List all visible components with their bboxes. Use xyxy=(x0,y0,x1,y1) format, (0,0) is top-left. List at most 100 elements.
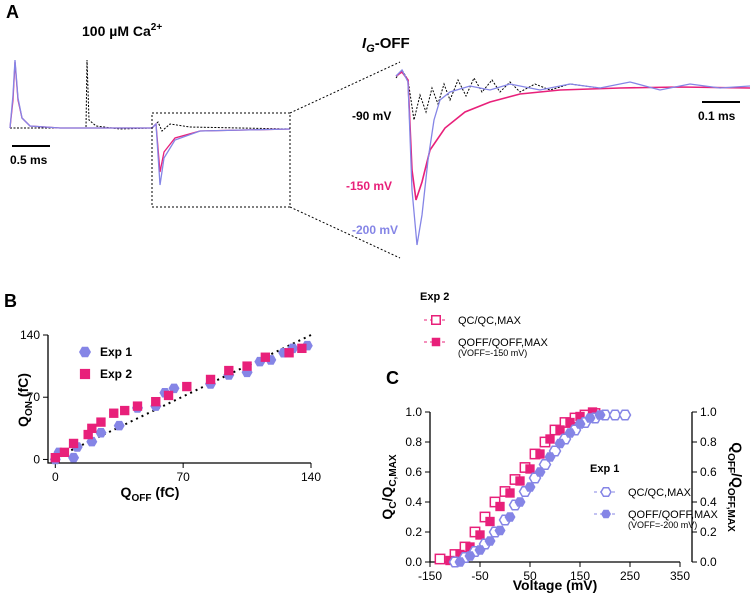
ig-i: I xyxy=(362,35,367,52)
traces-right: 0.1 ms -90 mV -150 mV -200 mV xyxy=(346,68,751,246)
marker xyxy=(87,423,97,434)
subscript: ON xyxy=(24,401,35,416)
marker xyxy=(565,417,575,428)
y-tick-label: 0 xyxy=(33,452,40,466)
x-tick-label: 140 xyxy=(301,470,321,484)
marker xyxy=(584,413,596,423)
marker xyxy=(515,476,525,486)
text-part: (fC) xyxy=(15,373,31,401)
trace xyxy=(395,68,751,246)
x-tick-label: -150 xyxy=(418,569,442,583)
y2-tick-label: 0.2 xyxy=(700,525,717,539)
marker xyxy=(555,425,565,435)
axis-title: QOFF (fC) xyxy=(121,484,180,504)
marker xyxy=(618,409,632,421)
x-tick-label: 250 xyxy=(620,569,640,583)
x-tick-label: 350 xyxy=(670,569,690,583)
marker xyxy=(534,467,546,477)
marker xyxy=(83,429,93,440)
axis-title: QOFF/QOFF,MAX xyxy=(725,442,745,532)
legend-note: (VOFF=-200 mV) xyxy=(628,520,697,530)
marker xyxy=(120,405,130,416)
panel-letter: B xyxy=(4,291,17,311)
trace xyxy=(10,59,153,130)
marker xyxy=(95,428,107,438)
axis-title: QON (fC) xyxy=(15,373,35,427)
marker xyxy=(545,434,555,444)
trace xyxy=(9,61,291,173)
marker xyxy=(68,438,79,449)
y-tick-label: 0.4 xyxy=(405,495,422,509)
marker xyxy=(525,464,535,474)
y2-tick-label: 0.4 xyxy=(700,495,717,509)
y-tick-label: 70 xyxy=(27,390,41,404)
scale-label: 0.1 ms xyxy=(698,109,736,123)
scale-label: 0.5 ms xyxy=(10,153,48,167)
legend-header: Exp 1 xyxy=(590,463,619,475)
panel-letter: A xyxy=(6,2,19,22)
x-tick-label: 70 xyxy=(176,470,190,484)
text-part: (fC) xyxy=(151,484,179,500)
y-tick-label: 1.0 xyxy=(405,405,422,419)
marker xyxy=(454,557,466,567)
marker xyxy=(495,501,505,512)
marker xyxy=(575,411,585,422)
trace-label: -90 mV xyxy=(352,109,391,123)
marker xyxy=(484,536,496,546)
legend-label: QOFF/QOFF,MAX xyxy=(628,509,718,521)
marker xyxy=(474,545,486,555)
legend-label: QOFF/QOFF,MAX xyxy=(458,337,548,349)
marker xyxy=(297,343,307,354)
panel-letter: C xyxy=(386,368,399,388)
trace xyxy=(151,121,291,132)
subscript: OFF xyxy=(131,493,151,504)
y2-tick-label: 1.0 xyxy=(700,405,717,419)
marker xyxy=(86,436,98,447)
marker xyxy=(260,352,271,362)
marker xyxy=(434,553,446,565)
subscript: C,MAX xyxy=(388,454,399,487)
text-part: Q xyxy=(379,509,395,520)
marker xyxy=(594,410,606,420)
y-tick-label: 0.0 xyxy=(405,555,422,569)
subscript: OFF,MAX xyxy=(725,488,736,532)
marker xyxy=(587,407,598,417)
marker xyxy=(224,365,234,376)
legend-note: (VOFF=-150 mV) xyxy=(458,348,527,358)
y-tick-label: 0.2 xyxy=(405,525,422,539)
marker xyxy=(464,551,476,561)
marker xyxy=(50,452,60,463)
legend-header: Exp 2 xyxy=(420,291,449,303)
x-tick-label: 50 xyxy=(523,569,537,583)
axis xyxy=(47,335,311,464)
y-tick-label: 0.8 xyxy=(405,435,422,449)
marker xyxy=(505,488,515,498)
x-tick-label: -50 xyxy=(471,569,489,583)
ca-sup: 2+ xyxy=(151,22,163,33)
marker xyxy=(168,383,180,394)
marker xyxy=(284,348,294,358)
text-part: /Q xyxy=(379,487,395,502)
trace xyxy=(9,59,291,186)
marker xyxy=(564,428,576,438)
marker xyxy=(514,497,526,507)
marker xyxy=(524,482,536,492)
trace-label: -150 mV xyxy=(346,179,392,193)
ig-label: IG-OFF xyxy=(362,35,410,55)
marker xyxy=(96,417,106,427)
legend-label: QC/QC,MAX xyxy=(628,487,692,499)
traces-left: 0.5 ms xyxy=(9,59,401,259)
marker xyxy=(455,549,465,560)
marker xyxy=(601,509,611,519)
subscript: OFF xyxy=(725,453,736,473)
marker xyxy=(205,374,216,385)
marker xyxy=(465,542,475,552)
ig-sub: G xyxy=(366,43,375,55)
marker xyxy=(68,452,80,463)
zoom-line xyxy=(289,61,401,114)
marker xyxy=(113,420,125,431)
trace xyxy=(395,70,751,201)
marker xyxy=(182,381,192,392)
marker xyxy=(431,315,441,325)
